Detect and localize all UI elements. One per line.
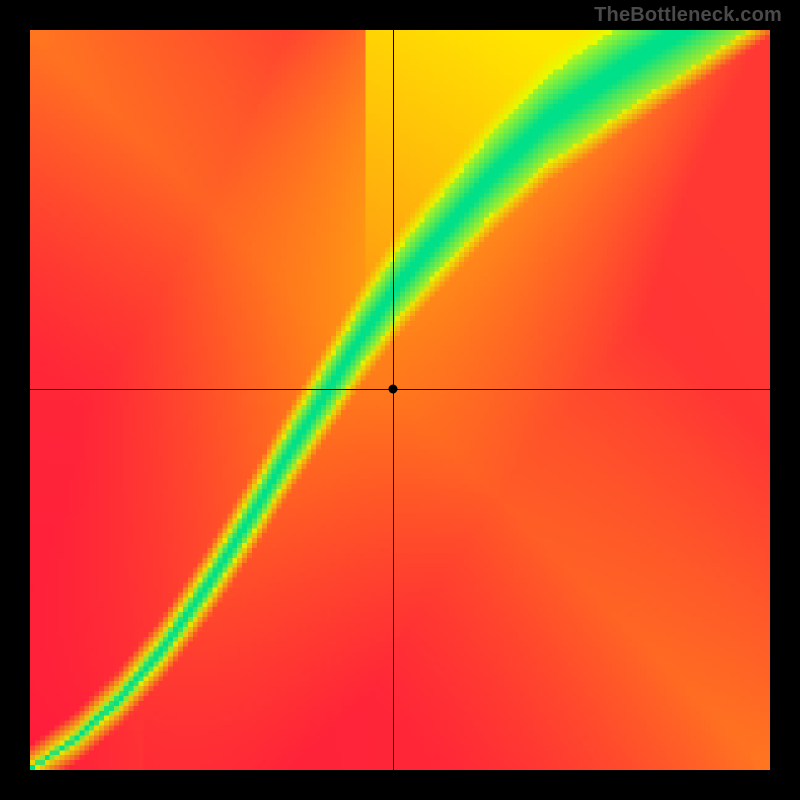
crosshair-horizontal <box>30 389 770 390</box>
crosshair-marker <box>389 385 398 394</box>
crosshair-vertical <box>393 30 394 770</box>
watermark-text: TheBottleneck.com <box>594 4 782 27</box>
heatmap-canvas <box>30 30 770 770</box>
plot-area <box>30 30 770 770</box>
chart-root: TheBottleneck.com <box>0 0 800 800</box>
